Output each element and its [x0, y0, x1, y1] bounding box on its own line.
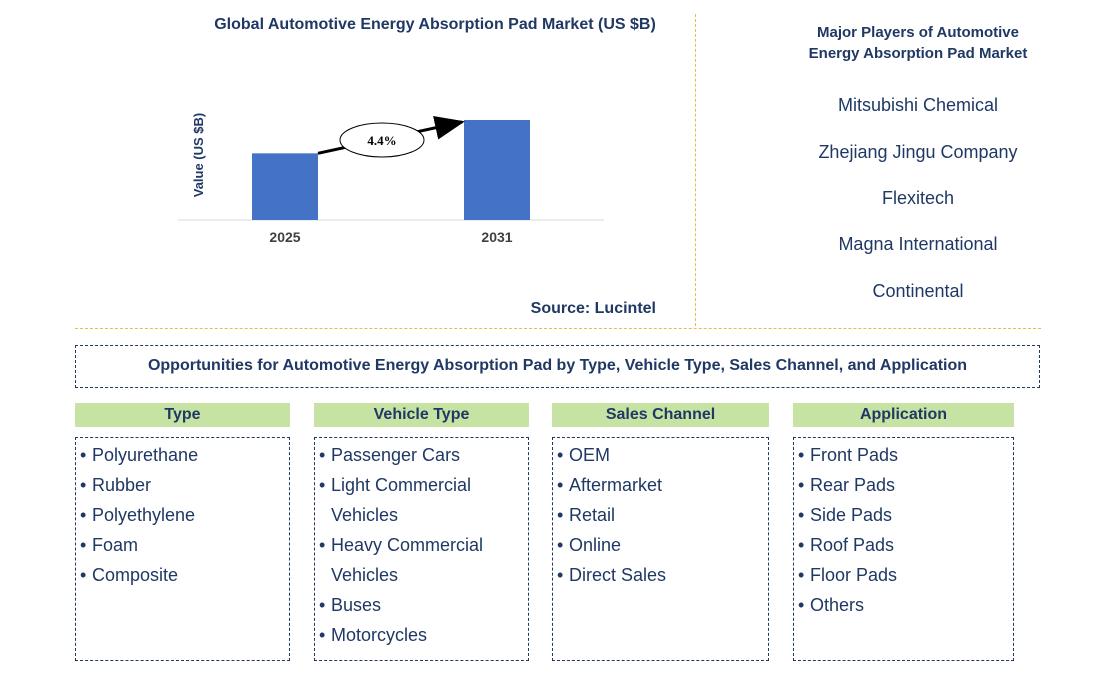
- opportunities-title: Opportunities for Automotive Energy Abso…: [147, 357, 968, 374]
- x-tick-labels: 2025 2031: [269, 229, 512, 245]
- bars-group: [252, 120, 530, 220]
- opportunities-box: [75, 345, 1040, 388]
- list-item: Light Commercial Vehicles: [319, 470, 528, 530]
- list-item: Side Pads: [798, 500, 1013, 530]
- players-title: Major Players of Automotive Energy Absor…: [808, 24, 1028, 62]
- list-item: Aftermarket: [557, 470, 768, 500]
- x-tick-label-2031: 2031: [481, 229, 512, 245]
- bar-chart: Value (US $B) 2025 2031 4.4%: [178, 113, 604, 245]
- list-item: Rear Pads: [798, 470, 1013, 500]
- player-item: Continental: [872, 281, 964, 301]
- list-item: Polyurethane: [80, 440, 289, 470]
- player-item: Mitsubishi Chemical: [837, 95, 999, 115]
- category-header-application: Application: [793, 403, 1014, 427]
- category-list-vehicle-type: Passenger Cars Light Commercial Vehicles…: [314, 437, 529, 661]
- list-item: Polyethylene: [80, 500, 289, 530]
- list-item: Roof Pads: [798, 530, 1013, 560]
- list-item: Retail: [557, 500, 768, 530]
- player-item: Flexitech: [881, 188, 955, 208]
- growth-label: 4.4%: [367, 133, 396, 148]
- list-item: Rubber: [80, 470, 289, 500]
- bar-2025: [252, 153, 318, 220]
- y-axis-label: Value (US $B): [191, 113, 206, 198]
- list-item: Online: [557, 530, 768, 560]
- bar-2031: [464, 120, 530, 220]
- list-item: Composite: [80, 560, 289, 590]
- horizontal-divider: [75, 328, 1041, 329]
- player-item: Zhejiang Jingu Company: [818, 142, 1018, 162]
- list-item: Buses: [319, 590, 528, 620]
- list-item: Direct Sales: [557, 560, 768, 590]
- growth-bubble: [339, 122, 425, 158]
- category-list-application: Front Pads Rear Pads Side Pads Roof Pads…: [793, 437, 1014, 661]
- list-item: Others: [798, 590, 1013, 620]
- list-item: Foam: [80, 530, 289, 560]
- list-item: Heavy Commercial Vehicles: [319, 530, 528, 590]
- player-item: Magna International: [838, 234, 998, 254]
- x-tick-label-2025: 2025: [269, 229, 300, 245]
- source-label: Source: Lucintel: [530, 300, 656, 317]
- category-header-type: Type: [75, 403, 290, 427]
- list-item: Motorcycles: [319, 620, 528, 650]
- vertical-divider: [695, 14, 696, 326]
- category-list-sales-channel: OEM Aftermarket Retail Online Direct Sal…: [552, 437, 769, 661]
- category-header-vehicle-type: Vehicle Type: [314, 403, 529, 427]
- list-item: Floor Pads: [798, 560, 1013, 590]
- chart-title: Global Automotive Energy Absorption Pad …: [214, 16, 656, 33]
- list-item: Front Pads: [798, 440, 1013, 470]
- list-item: OEM: [557, 440, 768, 470]
- list-item: Passenger Cars: [319, 440, 528, 470]
- category-header-sales-channel: Sales Channel: [552, 403, 769, 427]
- category-list-type: Polyurethane Rubber Polyethylene Foam Co…: [75, 437, 290, 661]
